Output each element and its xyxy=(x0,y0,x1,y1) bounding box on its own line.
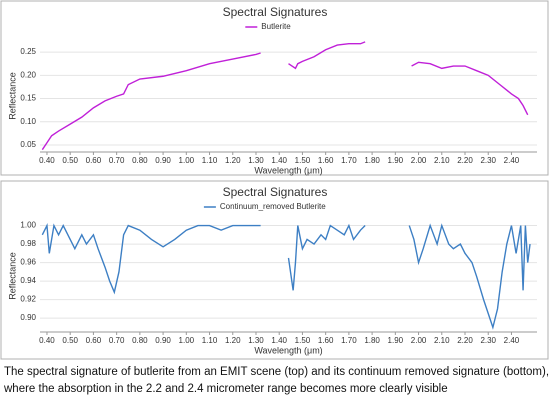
x-tick-label: 1.40 xyxy=(271,336,287,345)
x-tick-label: 0.90 xyxy=(155,336,171,345)
y-tick-label: 0.10 xyxy=(20,117,36,126)
chart-title: Spectral Signatures xyxy=(223,185,328,199)
x-tick-label: 1.30 xyxy=(248,336,264,345)
y-tick-label: 0.92 xyxy=(20,295,36,304)
x-tick-label: 0.70 xyxy=(109,336,125,345)
x-tick-label: 2.10 xyxy=(434,336,450,345)
x-tick-label: 0.40 xyxy=(39,336,55,345)
x-tick-label: 2.40 xyxy=(504,156,520,165)
x-tick-label: 1.70 xyxy=(341,336,357,345)
x-tick-label: 1.50 xyxy=(295,336,311,345)
x-tick-label: 1.20 xyxy=(225,156,241,165)
x-tick-label: 2.40 xyxy=(504,336,520,345)
x-tick-label: 2.20 xyxy=(457,156,473,165)
x-tick-label: 2.00 xyxy=(411,156,427,165)
legend-label: Butlerite xyxy=(261,22,291,31)
x-tick-label: 2.10 xyxy=(434,156,450,165)
x-tick-label: 1.50 xyxy=(295,156,311,165)
x-tick-label: 1.60 xyxy=(318,336,334,345)
x-tick-label: 0.60 xyxy=(86,156,102,165)
y-tick-label: 0.90 xyxy=(20,313,36,322)
x-tick-label: 2.30 xyxy=(480,156,496,165)
x-tick-label: 0.50 xyxy=(62,156,78,165)
x-tick-label: 1.70 xyxy=(341,156,357,165)
charts: Spectral Signatures 0.05 0.10 0.15 0.20 0.25 0… xyxy=(0,0,549,360)
y-tick-label: 0.05 xyxy=(20,140,36,149)
x-tick-label: 0.80 xyxy=(132,156,148,165)
y-tick-label: 0.20 xyxy=(20,70,36,79)
x-tick-label: 1.40 xyxy=(271,156,287,165)
x-tick-label: 0.80 xyxy=(132,336,148,345)
x-tick-label: 1.80 xyxy=(364,156,380,165)
x-tick-label: 1.10 xyxy=(202,156,218,165)
y-tick-label: 0.94 xyxy=(20,276,36,285)
x-tick-label: 0.70 xyxy=(109,156,125,165)
series-line xyxy=(41,223,531,330)
caption: The spectral signature of butlerite from… xyxy=(4,366,550,395)
chart-title: Spectral Signatures xyxy=(223,5,328,19)
y-axis-label: Reflectance xyxy=(7,72,17,120)
x-tick-label: 1.00 xyxy=(179,336,195,345)
panel xyxy=(0,180,549,360)
x-tick-label: 0.40 xyxy=(39,156,55,165)
x-tick-label: 2.30 xyxy=(480,336,496,345)
x-tick-label: 1.20 xyxy=(225,336,241,345)
x-tick-label: 0.60 xyxy=(86,336,102,345)
x-tick-label: 1.30 xyxy=(248,156,264,165)
series-line xyxy=(41,41,529,151)
x-tick-label: 1.10 xyxy=(202,336,218,345)
x-tick-label: 0.90 xyxy=(155,156,171,165)
y-tick-label: 0.96 xyxy=(20,258,36,267)
x-tick-label: 1.80 xyxy=(364,336,380,345)
x-tick-label: 1.90 xyxy=(388,156,404,165)
y-tick-label: 0.98 xyxy=(20,239,36,248)
panel xyxy=(0,0,549,176)
x-tick-label: 1.60 xyxy=(318,156,334,165)
y-axis-label: Reflectance xyxy=(7,252,17,300)
x-axis-label: Wavelength (μm) xyxy=(254,345,322,355)
x-tick-label: 0.50 xyxy=(62,336,78,345)
x-tick-label: 2.20 xyxy=(457,336,473,345)
legend-label: Continuum_removed Butlerite xyxy=(220,202,326,211)
x-tick-label: 1.90 xyxy=(388,336,404,345)
y-tick-label: 0.25 xyxy=(20,47,36,56)
x-tick-label: 1.00 xyxy=(179,156,195,165)
x-axis-label: Wavelength (μm) xyxy=(254,165,322,175)
x-tick-label: 2.00 xyxy=(411,336,427,345)
y-tick-label: 1.00 xyxy=(20,221,36,230)
y-tick-label: 0.15 xyxy=(20,94,36,103)
